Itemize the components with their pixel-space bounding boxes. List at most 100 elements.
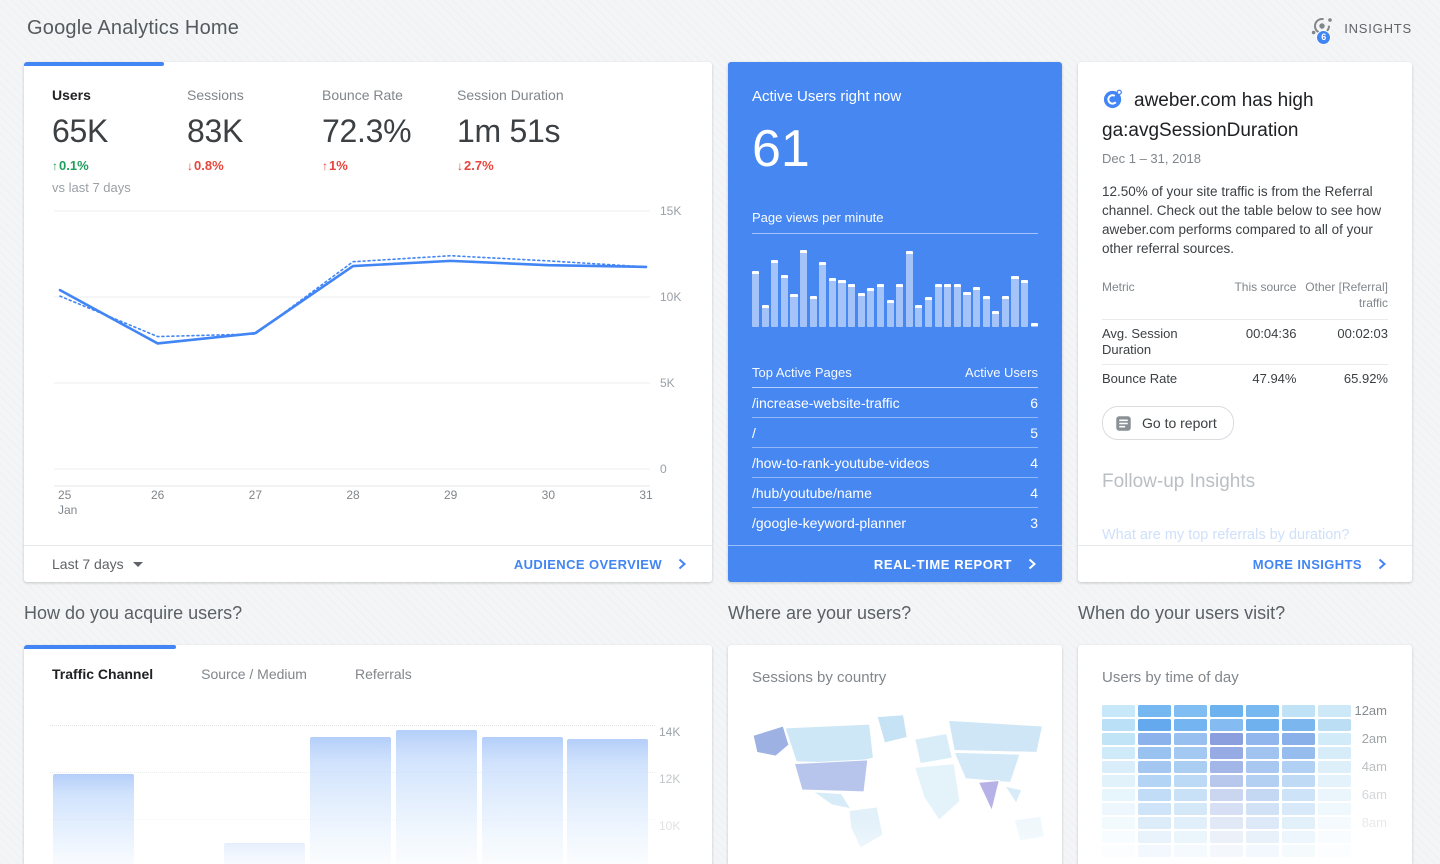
arrow-up-icon: ↑ (322, 159, 328, 173)
heatmap-row (1102, 733, 1396, 745)
heatmap-cell (1102, 733, 1135, 745)
insight-table-header-row: Metric This source Other [Referral] traffi… (1102, 273, 1388, 320)
pageviews-bar (828, 277, 836, 327)
chevron-right-icon (678, 558, 686, 570)
metric-value: 1m 51s (457, 113, 561, 149)
heatmap-cell (1102, 817, 1135, 829)
date-range-label: Last 7 days (52, 556, 124, 572)
insight-comparison-table: Metric This source Other [Referral] traffi… (1102, 273, 1388, 393)
heatmap-cell (1210, 775, 1243, 787)
insight-card: aweber.com has high ga:avgSessionDuratio… (1078, 62, 1412, 582)
page-path: /increase-website-traffic (752, 394, 900, 411)
heatmap-row (1102, 775, 1396, 787)
heatmap-cell (1102, 775, 1135, 787)
insight-card-footer: MORE INSIGHTS (1078, 545, 1412, 582)
realtime-card-footer: REAL-TIME REPORT (728, 545, 1062, 582)
pageviews-bar (896, 283, 904, 327)
heatmap-cell (1138, 817, 1171, 829)
tab-traffic-channel[interactable]: Traffic Channel (52, 666, 154, 682)
metric-tab-users[interactable]: Users 65K ↑0.1% vs last 7 days (52, 87, 187, 195)
heatmap-cell (1318, 789, 1351, 801)
top-pages-header-row: Top Active Pages Active Users (752, 358, 1038, 388)
metric-delta: ↓2.7% (457, 158, 494, 173)
divider (752, 233, 1038, 234)
svg-text:27: 27 (249, 488, 263, 502)
metric-tab-session-duration[interactable]: Session Duration 1m 51s ↓2.7% (457, 87, 592, 195)
geo-subtitle: Sessions by country (752, 669, 887, 686)
chart-fade-overlay (24, 850, 712, 864)
heatmap-row (1102, 817, 1396, 829)
heatmap-cell (1174, 719, 1207, 731)
pageviews-bar (752, 271, 760, 327)
traffic-channel-bar (53, 774, 134, 864)
pageviews-bar (867, 288, 875, 327)
heatmap-cell (1174, 817, 1207, 829)
heatmap-cell (1138, 803, 1171, 815)
top-page-row: /google-keyword-planner 3 (752, 508, 1038, 538)
map-fade-overlay (740, 816, 1050, 864)
active-tab-indicator (24, 645, 176, 649)
pageviews-bar (905, 251, 913, 327)
insights-label: INSIGHTS (1344, 20, 1412, 36)
tab-source-medium[interactable]: Source / Medium (201, 666, 307, 682)
heatmap-cell (1174, 775, 1207, 787)
heatmap-cell (1210, 719, 1243, 731)
map-asia (953, 751, 1021, 783)
acquisition-card: Traffic Channel Source / Medium Referrals … (24, 645, 712, 864)
date-range-selector[interactable]: Last 7 days (52, 556, 143, 572)
heatmap-cell (1210, 817, 1243, 829)
heatmap-cell (1318, 803, 1351, 815)
metric-tab-bounce-rate[interactable]: Bounce Rate 72.3% ↑1% (322, 87, 457, 195)
geo-card: Sessions by country (728, 645, 1062, 864)
go-to-report-label: Go to report (1142, 415, 1217, 431)
heatmap-cell (1210, 831, 1243, 843)
other-traffic-value: 00:02:03 (1337, 326, 1388, 341)
top-pages-header: Top Active Pages (752, 365, 852, 380)
metric-value: 83K (187, 113, 244, 149)
metrics-row: Users 65K ↑0.1% vs last 7 days Sessions 83K ↓0… (24, 62, 712, 195)
insight-body: 12.50% of your site traffic is from the … (1102, 184, 1382, 256)
map-russia (947, 719, 1044, 753)
heatmap-cell (1174, 705, 1207, 717)
heatmap-cell (1210, 789, 1243, 801)
time-section-title: When do your users visit? (1078, 603, 1286, 623)
heatmap-cell (1282, 845, 1315, 857)
insight-date-range: Dec 1 – 31, 2018 (1102, 151, 1202, 166)
heatmap-cell (1210, 845, 1243, 857)
heatmap-cell (1174, 831, 1207, 843)
followup-question[interactable]: What are my top referrals by duration? (1102, 527, 1350, 543)
metric-label: Session Duration (457, 87, 564, 103)
report-document-icon (1116, 415, 1131, 431)
pageviews-bar (809, 295, 817, 327)
audience-overview-link[interactable]: AUDIENCE OVERVIEW (514, 557, 688, 572)
insights-button[interactable]: 6 INSIGHTS (1309, 15, 1412, 45)
metric-name: Bounce Rate (1102, 371, 1178, 386)
heatmap-row (1102, 719, 1396, 731)
svg-text:5K: 5K (660, 376, 675, 390)
acquisition-section-title: How do you acquire users? (24, 603, 243, 623)
realtime-report-link[interactable]: REAL-TIME REPORT (874, 557, 1038, 572)
map-se-asia (1003, 785, 1023, 805)
heatmap-cell (1210, 705, 1243, 717)
svg-text:29: 29 (444, 488, 458, 502)
heatmap-cell (1138, 733, 1171, 745)
heatmap-cell (1318, 747, 1351, 759)
pageviews-bar (915, 304, 923, 327)
top-row: Users 65K ↑0.1% vs last 7 days Sessions 83K ↓0… (24, 62, 1412, 582)
time-axis-label: 4am (1361, 759, 1387, 774)
heatmap-cell (1102, 747, 1135, 759)
pageviews-bar (992, 310, 1000, 327)
metric-tab-sessions[interactable]: Sessions 83K ↓0.8% (187, 87, 322, 195)
svg-text:Jan: Jan (58, 503, 77, 517)
time-card: Users by time of day 12am 2am 4am 6am 8am (1078, 645, 1412, 864)
tab-referrals[interactable]: Referrals (354, 666, 412, 682)
more-insights-link[interactable]: MORE INSIGHTS (1253, 557, 1388, 572)
chevron-right-icon (1378, 558, 1386, 570)
heatmap-cell (1102, 845, 1135, 857)
page-active-users: 4 (1030, 484, 1038, 501)
metric-value: 65K (52, 113, 109, 149)
insight-table-header: Other [Referral] traffic (1305, 280, 1388, 310)
heatmap-cell (1318, 761, 1351, 773)
arrow-down-icon: ↓ (187, 159, 193, 173)
go-to-report-button[interactable]: Go to report (1102, 406, 1234, 440)
